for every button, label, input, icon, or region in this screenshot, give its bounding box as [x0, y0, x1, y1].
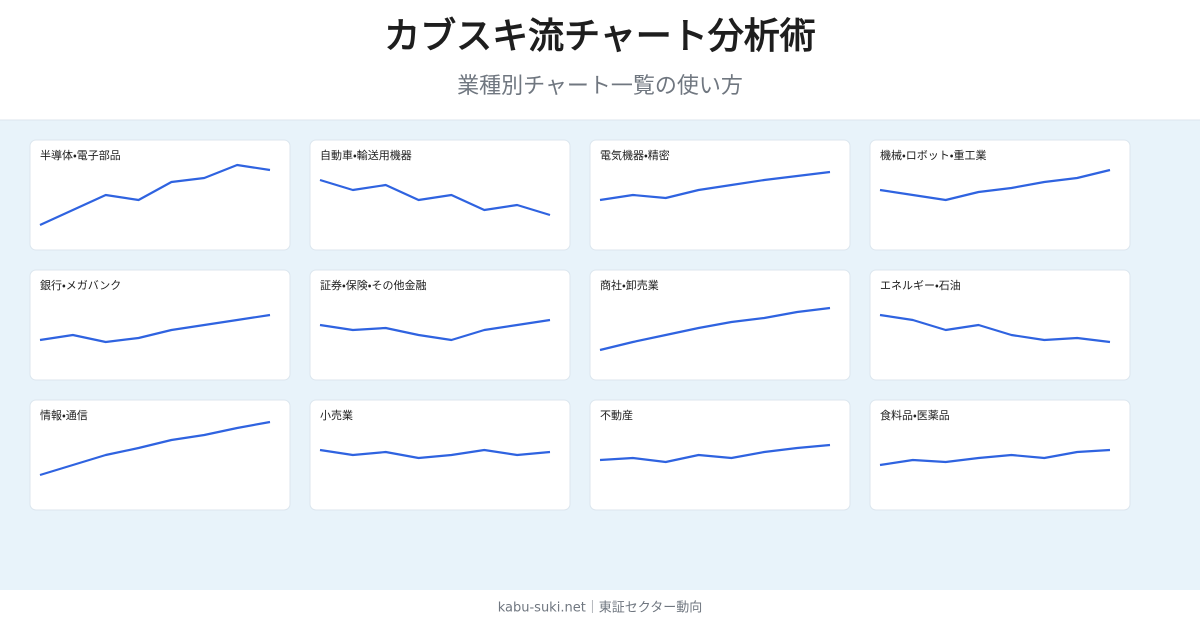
sparkline: [879, 313, 1111, 344]
card: [589, 399, 851, 511]
sparkline: [879, 448, 1111, 467]
subtitle: 業種別チャート一覧の使い方: [457, 74, 743, 99]
sparkline: [599, 443, 831, 464]
card-title: エネルギー・石油: [880, 278, 961, 292]
card-title: 商社・卸売業: [600, 278, 659, 292]
card: [589, 139, 851, 251]
sparkline: [319, 448, 551, 460]
card-title: 情報・通信: [40, 408, 88, 422]
card: [869, 269, 1131, 381]
sparkline: [39, 420, 271, 477]
card-title: 証券・保険・その他金融: [320, 278, 426, 292]
sparkline: [319, 318, 551, 342]
card: [29, 269, 291, 381]
sparkline: [599, 306, 831, 352]
card-title: 銀行・メガバンク: [40, 278, 121, 292]
footer: kabu-suki.net｜東証セクター動向: [498, 600, 703, 616]
sparkline: [39, 163, 271, 227]
card-title: 不動産: [600, 408, 633, 422]
sparkline: [599, 170, 831, 202]
card-title: 機械・ロボット・重工業: [880, 148, 986, 162]
card-title: 半導体・電子部品: [40, 148, 121, 162]
card: [869, 139, 1131, 251]
sparkline: [879, 168, 1111, 202]
card: [309, 269, 571, 381]
card-title: 自動車・輸送用機器: [320, 148, 412, 162]
sparkline: [39, 313, 271, 344]
card: [29, 399, 291, 511]
title: カブスキ流チャート分析術: [384, 15, 816, 57]
card-title: 食料品・医薬品: [880, 408, 950, 422]
sparkline: [319, 178, 551, 217]
card-title: 電気機器・精密: [600, 148, 670, 162]
card: [29, 139, 291, 251]
card: [309, 139, 571, 251]
card-title: 小売業: [320, 409, 353, 422]
